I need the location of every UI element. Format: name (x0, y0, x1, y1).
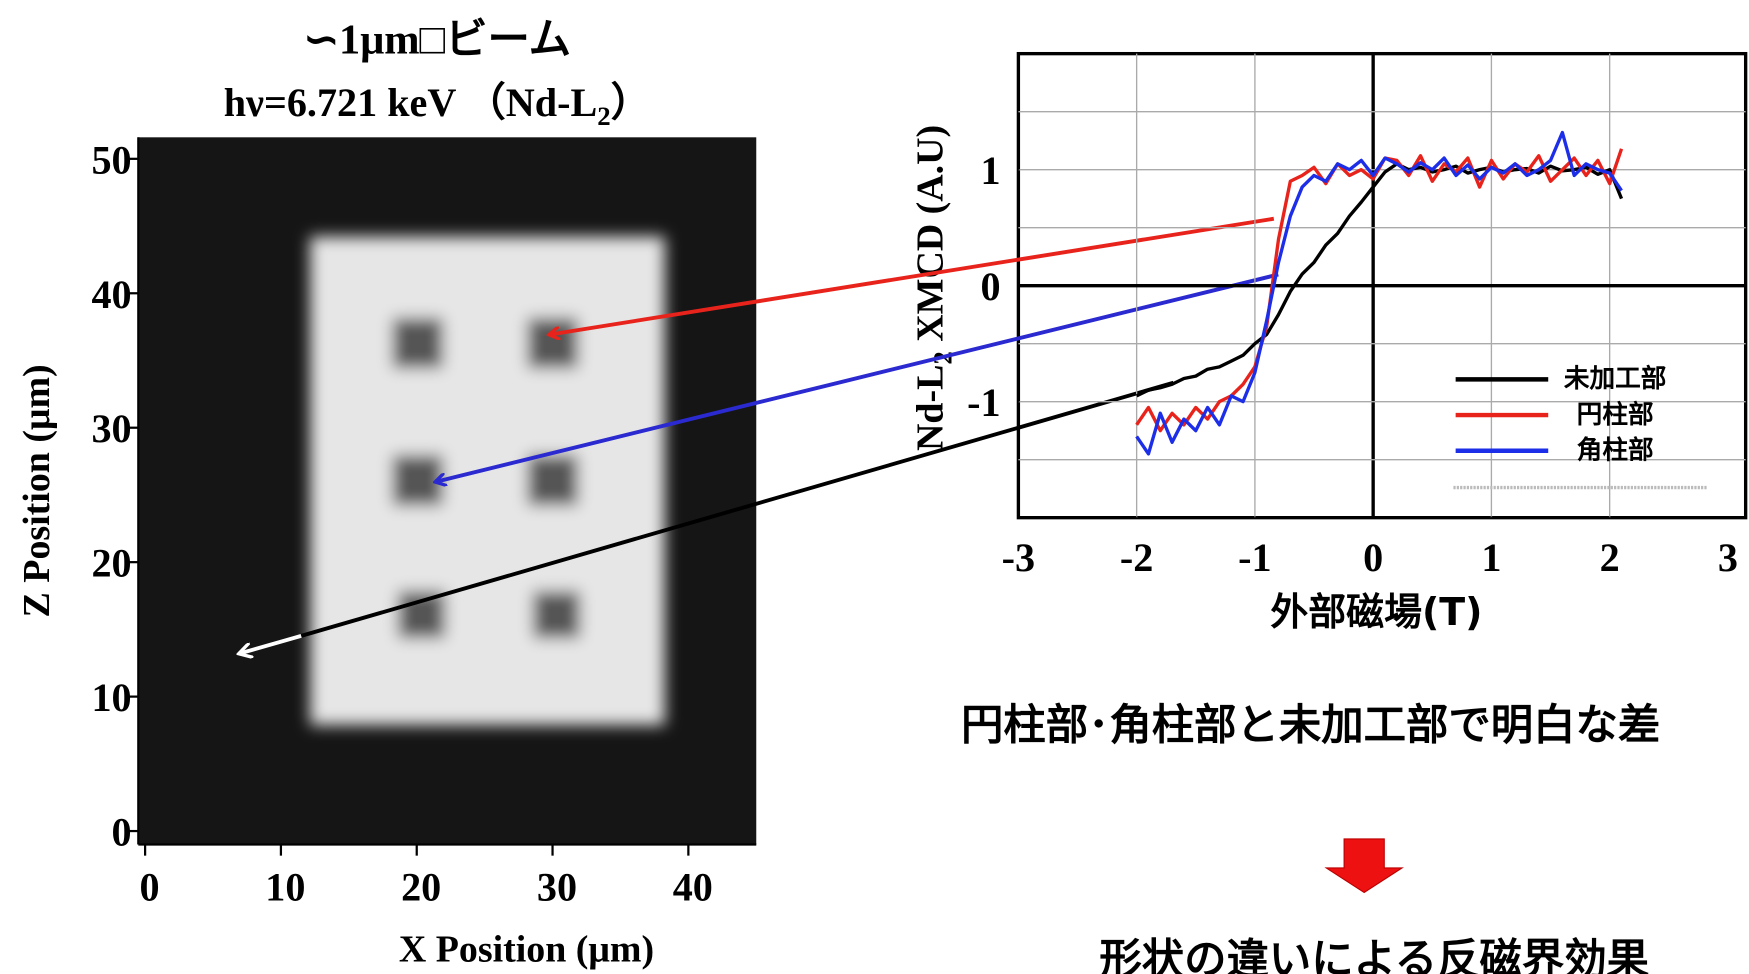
x-tick-label: -2 (1120, 535, 1153, 580)
arrow (435, 272, 1279, 482)
arrow (239, 634, 302, 654)
y-tick-label: 0 (980, 264, 1000, 309)
x-tick-label: 10 (265, 864, 305, 909)
y-tick-label: -1 (967, 380, 1000, 425)
x-tick-label: 3 (1718, 535, 1738, 580)
y-tick-label: 1 (980, 148, 1000, 193)
down-arrow (1324, 838, 1404, 894)
arrow (549, 216, 1275, 335)
ylabel-part: Nd-L (910, 365, 952, 451)
y-axis-label: Nd-L2 XMCD (A.U) (910, 125, 958, 451)
x-tick-label: -1 (1238, 535, 1271, 580)
y-tick-label: 10 (91, 675, 131, 720)
arrow (300, 380, 1174, 638)
legend-label: 未加工部 (1564, 364, 1667, 394)
x-tick-label: 2 (1600, 535, 1620, 580)
annotation: 円柱部･角柱部と未加工部で明白な差 (961, 701, 1660, 750)
x-tick-label: 30 (537, 864, 577, 909)
image-content (310, 236, 665, 726)
subtitle-sub: 2 (597, 101, 610, 131)
panel-title: ∽1μm□ビーム (304, 17, 571, 64)
subtitle-part: hν=6.721 keV （Nd-L (224, 80, 598, 125)
y-tick-label: 30 (91, 406, 131, 451)
x-tick-label: 0 (140, 864, 160, 909)
legend-label: 円柱部 (1577, 400, 1654, 430)
y-tick-label: 40 (91, 272, 131, 317)
y-axis-label: Z Position (μm) (16, 364, 58, 617)
x-axis-label: X Position (μm) (399, 929, 654, 971)
series-line (1135, 162, 1624, 398)
x-tick-label: 40 (673, 864, 713, 909)
annotation: 形状の違いによる反磁界効果 (1099, 935, 1649, 974)
y-tick-label: 50 (91, 137, 131, 182)
x-tick-label: -3 (1002, 535, 1035, 580)
subtitle-part: ） (611, 80, 651, 125)
x-tick-label: 1 (1481, 535, 1501, 580)
ylabel-part: XMCD (A.U) (910, 125, 952, 351)
x-tick-label: 20 (401, 864, 441, 909)
x-tick-label: 0 (1363, 535, 1383, 580)
series-line (1135, 130, 1623, 456)
legend-label: 角柱部 (1577, 435, 1654, 466)
panel-subtitle: hν=6.721 keV （Nd-L2） (224, 80, 651, 131)
y-tick-label: 20 (91, 541, 131, 586)
y-tick-label: 0 (112, 810, 132, 855)
x-axis-label: 外部磁場(T) (1270, 590, 1482, 634)
